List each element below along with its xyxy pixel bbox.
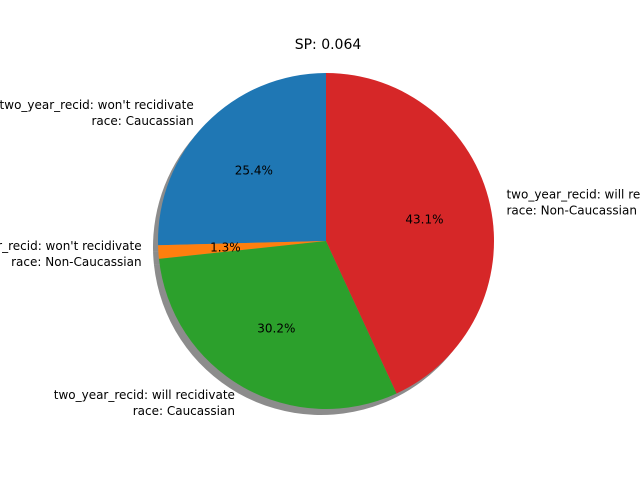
pie-category-label: two_year_recid: won't recidivate race: Ca… (0, 98, 194, 128)
pie-slice-3 (326, 73, 495, 394)
pie-slice-2 (158, 241, 397, 409)
pie-slices (158, 73, 495, 409)
pie-category-labels: two_year_recid: won't recidivate race: Ca… (0, 98, 640, 418)
pie-slice-0 (158, 73, 326, 246)
pie-percent-labels: 25.4% 1.3% 30.2% 43.1% (210, 164, 443, 336)
pie-percent-label: 43.1% (405, 212, 443, 226)
pie-slice-1 (158, 241, 326, 259)
pie-category-label: two_year_recid: will recidivate race: Cau… (54, 388, 235, 418)
pie-percent-label: 30.2% (257, 322, 295, 336)
pie-percent-label: 1.3% (210, 241, 241, 255)
pie-percent-label: 25.4% (235, 164, 273, 178)
chart-title: SP: 0.064 (295, 37, 362, 53)
